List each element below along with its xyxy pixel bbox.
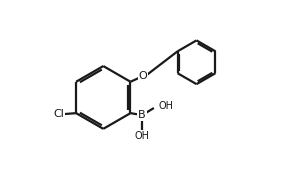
Text: OH: OH <box>158 101 173 111</box>
Text: B: B <box>138 110 146 120</box>
Text: OH: OH <box>134 131 149 141</box>
Text: Cl: Cl <box>53 109 64 119</box>
Text: O: O <box>139 71 147 81</box>
